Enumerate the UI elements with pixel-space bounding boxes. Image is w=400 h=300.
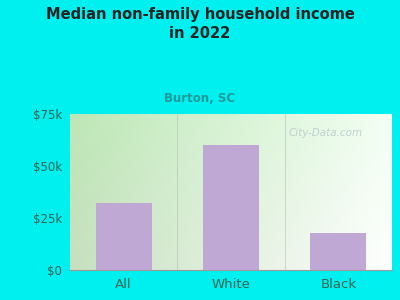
Bar — [96, 203, 152, 270]
Bar — [203, 145, 259, 270]
Bar — [310, 232, 366, 270]
Text: City-Data.com: City-Data.com — [289, 128, 363, 138]
Text: Median non-family household income
in 2022: Median non-family household income in 20… — [46, 8, 354, 41]
Text: Burton, SC: Burton, SC — [164, 92, 236, 104]
